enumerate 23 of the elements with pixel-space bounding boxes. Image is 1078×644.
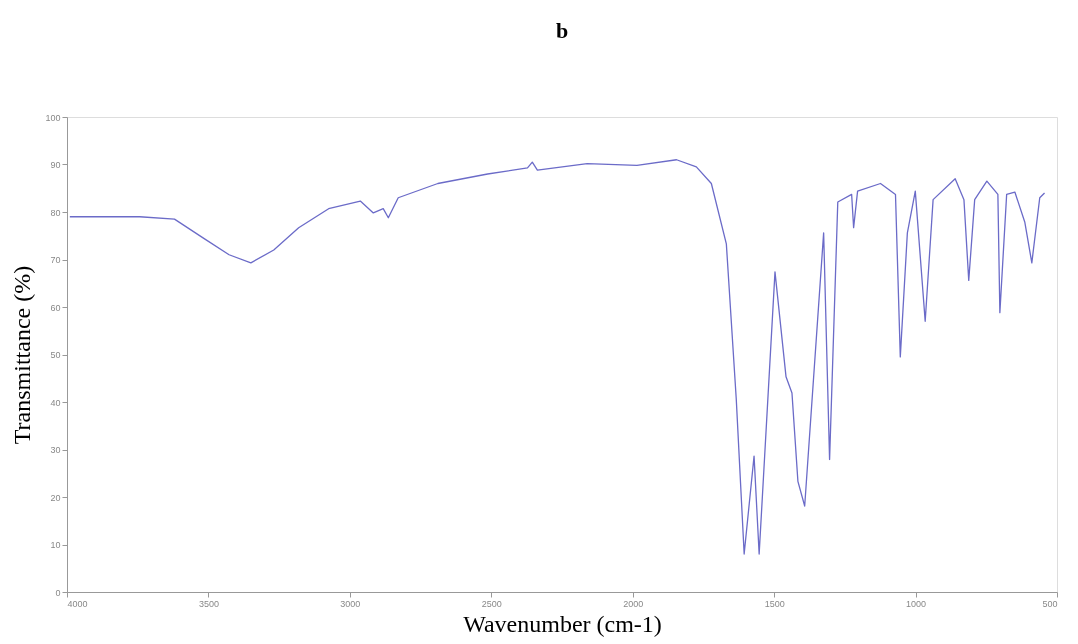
y-tick-label: 60 [50, 302, 61, 313]
y-tick-label: 20 [50, 492, 61, 503]
x-tick-label: 2500 [481, 598, 502, 609]
y-tick-label: 90 [50, 160, 61, 170]
x-tick-label: 2000 [623, 598, 644, 609]
x-tick-label: 1000 [906, 598, 927, 609]
y-tick-label: 80 [50, 207, 61, 218]
x-tick-label: 1500 [764, 598, 785, 609]
x-tick-label: 3000 [340, 598, 361, 609]
chart-title: b [555, 18, 569, 43]
y-tick-label: 70 [50, 255, 61, 265]
y-tick-label: 100 [45, 112, 61, 123]
x-tick-label: 4000 [67, 598, 88, 609]
y-tick-label: 50 [50, 350, 61, 360]
y-tick-label: 40 [50, 397, 61, 408]
x-tick-label: 500 [1042, 598, 1058, 609]
x-axis-title: Wavenumber (cm-1) [463, 610, 662, 637]
y-tick-label: 30 [50, 445, 61, 455]
y-tick-label: 0 [55, 587, 61, 598]
y-tick-label: 10 [50, 540, 61, 550]
x-tick-label: 3500 [198, 598, 219, 609]
line-series [69, 159, 1046, 555]
y-axis-title: Transmittance (%) [9, 265, 36, 445]
